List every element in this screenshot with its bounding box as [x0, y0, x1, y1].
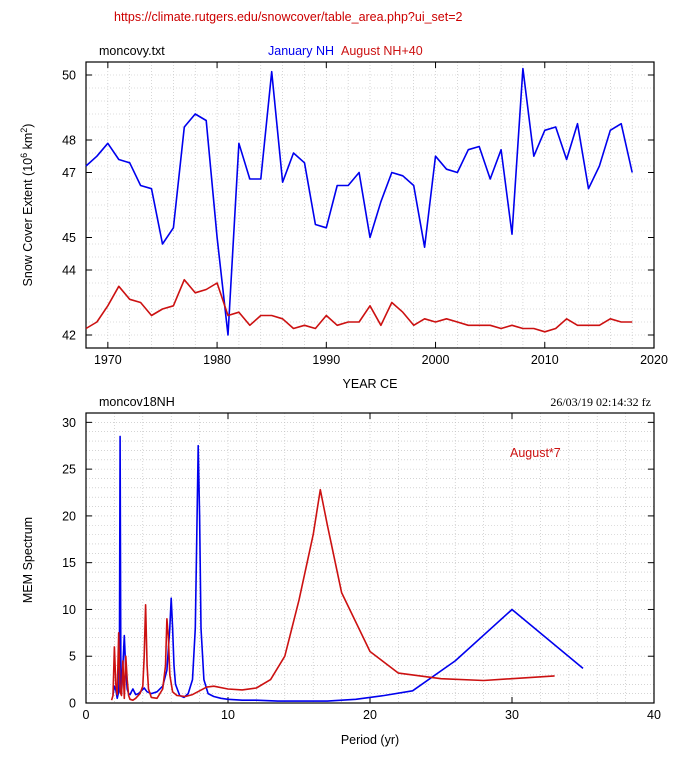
bottom-axis-ticks: 0 10 20 30 40 0 5 10 15 20 25 30	[62, 413, 661, 722]
bottom-file-label: moncov18NH	[99, 395, 175, 409]
y-tick-label: 15	[62, 556, 76, 570]
y-tick-label: 20	[62, 509, 76, 523]
timestamp: 26/03/19 02:14:32 fz	[550, 395, 651, 409]
top-y-label-end: )	[21, 124, 35, 128]
y-tick-label: 48	[62, 134, 76, 148]
y-tick-label: 44	[62, 264, 76, 278]
y-tick-label: 42	[62, 329, 76, 343]
top-y-label-main: Snow Cover Extent (10	[21, 158, 35, 287]
x-tick-label: 1970	[94, 353, 122, 367]
bottom-chart-panel: 0 10 20 30 40 0 5 10 15 20 25 30 moncov18NH 26/03/1…	[21, 395, 661, 747]
x-tick-label: 1990	[312, 353, 340, 367]
bottom-grid	[86, 413, 654, 703]
y-tick-label: 10	[62, 603, 76, 617]
bottom-y-axis-label: MEM Spectrum	[21, 517, 35, 603]
y-tick-label: 5	[69, 650, 76, 664]
top-plot-frame	[85, 61, 655, 349]
series-line-january-nh	[85, 67, 633, 336]
top-axis-ticks: 1970 1980 1990 2000 2010 2020 42 44 45 47 48 50	[62, 62, 668, 367]
top-chart-panel: 1970 1980 1990 2000 2010 2020 42 44 45 47 48 50 mon…	[19, 44, 668, 391]
x-tick-label: 1980	[203, 353, 231, 367]
series-line-august-nh-40	[85, 278, 633, 333]
source-url[interactable]: https://climate.rutgers.edu/snowcover/ta…	[114, 10, 463, 24]
x-tick-label: 40	[647, 708, 661, 722]
legend-january: January NH	[268, 44, 334, 58]
x-tick-label: 2010	[531, 353, 559, 367]
series-line-august-7	[110, 488, 555, 702]
y-tick-label: 25	[62, 463, 76, 477]
legend-august: August NH+40	[341, 44, 423, 58]
top-y-label-sup2: 2	[19, 128, 29, 133]
series-line-january	[112, 435, 584, 702]
top-y-label-mid: km	[21, 133, 35, 153]
x-tick-label: 20	[363, 708, 377, 722]
y-tick-label: 0	[69, 697, 76, 711]
bottom-series	[110, 435, 584, 702]
x-tick-label: 10	[221, 708, 235, 722]
x-tick-label: 0	[83, 708, 90, 722]
top-file-label: moncovy.txt	[99, 44, 165, 58]
august-annotation: August*7	[510, 446, 561, 460]
top-y-label-sup1: 6	[19, 153, 29, 158]
y-tick-label: 50	[62, 69, 76, 83]
x-tick-label: 2000	[422, 353, 450, 367]
x-tick-label: 30	[505, 708, 519, 722]
top-series	[85, 67, 633, 336]
top-x-axis-label: YEAR CE	[343, 377, 398, 391]
bottom-x-axis-label: Period (yr)	[341, 733, 399, 747]
y-tick-label: 45	[62, 231, 76, 245]
y-tick-label: 47	[62, 166, 76, 180]
top-y-axis-label: Snow Cover Extent (106 km2)	[19, 124, 35, 287]
y-tick-label: 30	[62, 416, 76, 430]
x-tick-label: 2020	[640, 353, 668, 367]
